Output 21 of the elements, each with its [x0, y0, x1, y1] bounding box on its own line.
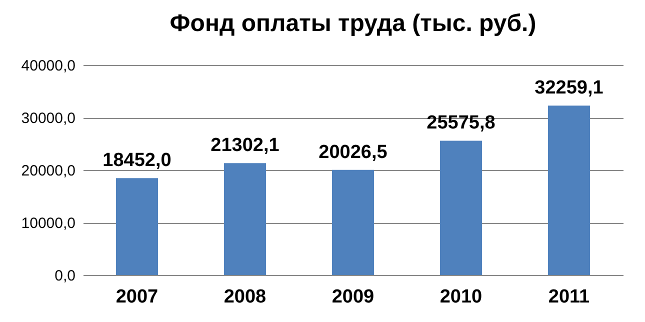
chart-title: Фонд оплаты труда (тыс. руб.) — [170, 10, 536, 37]
y-tick-label: 40000,0 — [21, 58, 76, 74]
data-label: 18452,0 — [102, 150, 172, 172]
y-tick-label: 30000,0 — [21, 110, 76, 127]
x-tick-label: 2011 — [548, 286, 590, 308]
data-label: 32259,1 — [534, 78, 604, 99]
x-tick-label: 2008 — [224, 286, 266, 308]
data-label: 25575,8 — [426, 112, 496, 134]
x-tick-label: 2007 — [116, 286, 158, 308]
bar — [224, 163, 266, 275]
x-tick-label: 2010 — [440, 286, 482, 308]
bar — [116, 178, 158, 275]
bar — [548, 106, 590, 275]
y-tick-label: 0,0 — [54, 268, 76, 284]
bar — [440, 140, 482, 275]
y-tick-label: 10000,0 — [21, 215, 76, 232]
data-label: 21302,1 — [210, 135, 280, 156]
x-tick-label: 2009 — [332, 286, 374, 308]
bar — [332, 170, 374, 275]
y-tick-label: 20000,0 — [21, 162, 76, 180]
data-label: 20026,5 — [318, 142, 388, 163]
